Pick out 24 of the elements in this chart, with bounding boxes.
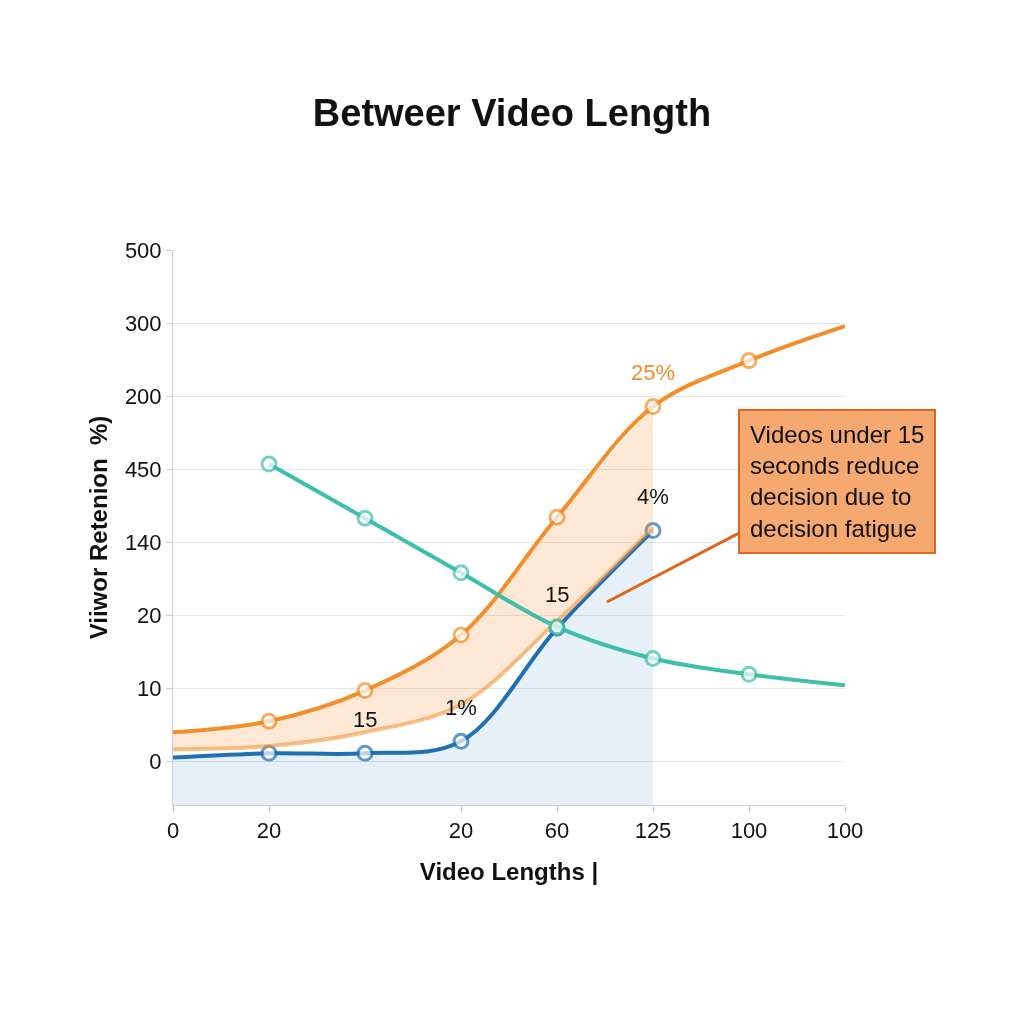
x-tick-label: 125 xyxy=(634,818,672,844)
x-axis-title: Video Lengths | xyxy=(419,857,599,885)
text: 500 xyxy=(124,238,162,264)
text: 300 xyxy=(124,311,162,337)
text: 20 xyxy=(137,602,162,628)
annotation: 4% xyxy=(637,484,669,509)
annotation: 1% xyxy=(445,695,477,720)
x-tick-label: 100 xyxy=(826,818,864,844)
y-axis-title: Viiwor Retenion %) xyxy=(84,415,112,640)
text: 0 xyxy=(149,748,162,774)
x-tick-label: 20 xyxy=(256,818,282,844)
x-tick-label: 60 xyxy=(544,818,570,844)
annotation: 15 xyxy=(545,582,570,607)
annotation: Videos under 15 seconds reduce decision due to decision fatigue xyxy=(750,421,925,542)
annotation: 25% xyxy=(631,360,676,385)
text: 450 xyxy=(124,456,162,482)
annotation: 15 xyxy=(353,707,378,732)
chart-title: Betweer Video Length xyxy=(312,91,712,134)
x-tick-label: 20 xyxy=(448,818,474,844)
x-tick-label: 100 xyxy=(730,818,768,844)
text: 140 xyxy=(124,529,162,555)
x-tick-label: 0 xyxy=(166,818,180,844)
text: 200 xyxy=(124,383,162,409)
text: 10 xyxy=(137,675,162,701)
